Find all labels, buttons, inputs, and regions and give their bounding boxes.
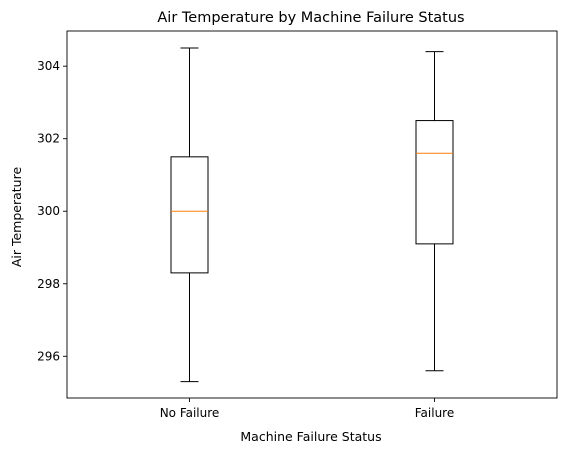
y-tick-label: 296 — [37, 349, 60, 363]
chart-title: Air Temperature by Machine Failure Statu… — [157, 10, 464, 26]
x-tick-label: Failure — [415, 406, 454, 420]
box-iqr — [415, 120, 454, 245]
y-tick-label: 302 — [37, 132, 60, 146]
plot-frame — [66, 30, 558, 399]
plot-area: 296 298 300 302 304 No Failure Failure — [37, 30, 558, 420]
box-iqr — [170, 156, 209, 274]
y-tick-label: 304 — [37, 59, 60, 73]
y-tick-label: 298 — [37, 277, 60, 291]
x-tick-label: No Failure — [160, 406, 220, 420]
y-tick-label: 300 — [37, 204, 60, 218]
x-axis-label: Machine Failure Status — [240, 429, 381, 444]
y-axis-label: Air Temperature — [9, 167, 24, 268]
